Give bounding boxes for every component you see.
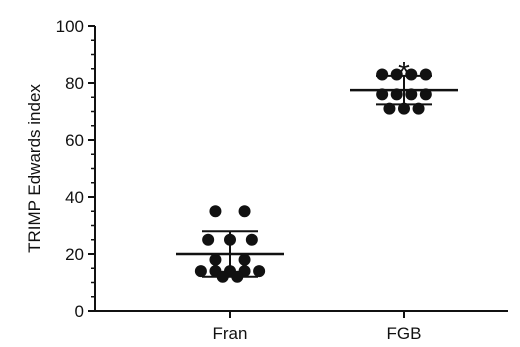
- data-point: [194, 265, 207, 278]
- y-tick-label: 100: [56, 17, 84, 36]
- data-point: [224, 233, 236, 246]
- data-point: [231, 270, 244, 283]
- data-point: [238, 205, 251, 218]
- y-tick-label: 20: [65, 245, 84, 264]
- x-tick-label: FGB: [387, 324, 422, 343]
- significance-marker: *: [398, 57, 410, 90]
- data-point: [216, 270, 229, 283]
- data-point: [412, 102, 425, 115]
- data-point: [398, 102, 410, 115]
- data-point: [419, 68, 432, 81]
- data-point: [376, 68, 389, 81]
- data-point: [253, 265, 266, 278]
- y-tick-label: 40: [65, 188, 84, 207]
- x-tick-label: Fran: [213, 324, 248, 343]
- y-axis: 0 20 40 60 80 100: [56, 17, 96, 321]
- y-tick-label: 60: [65, 131, 84, 150]
- data-point: [245, 233, 258, 246]
- x-axis: Fran FGB: [95, 310, 508, 343]
- data-point: [209, 205, 222, 218]
- chart-marks: *: [176, 57, 458, 283]
- data-point: [405, 68, 418, 81]
- data-point: [390, 68, 403, 81]
- y-tick-label: 80: [65, 74, 84, 93]
- y-axis-title: TRIMP Edwards index: [25, 84, 44, 253]
- data-point: [238, 253, 251, 266]
- data-point: [202, 233, 215, 246]
- data-point: [376, 88, 389, 101]
- data-point: [383, 102, 396, 115]
- data-point: [390, 88, 403, 101]
- data-point: [209, 253, 222, 266]
- y-tick-label: 0: [75, 302, 84, 321]
- data-point: [405, 88, 418, 101]
- data-point: [419, 88, 432, 101]
